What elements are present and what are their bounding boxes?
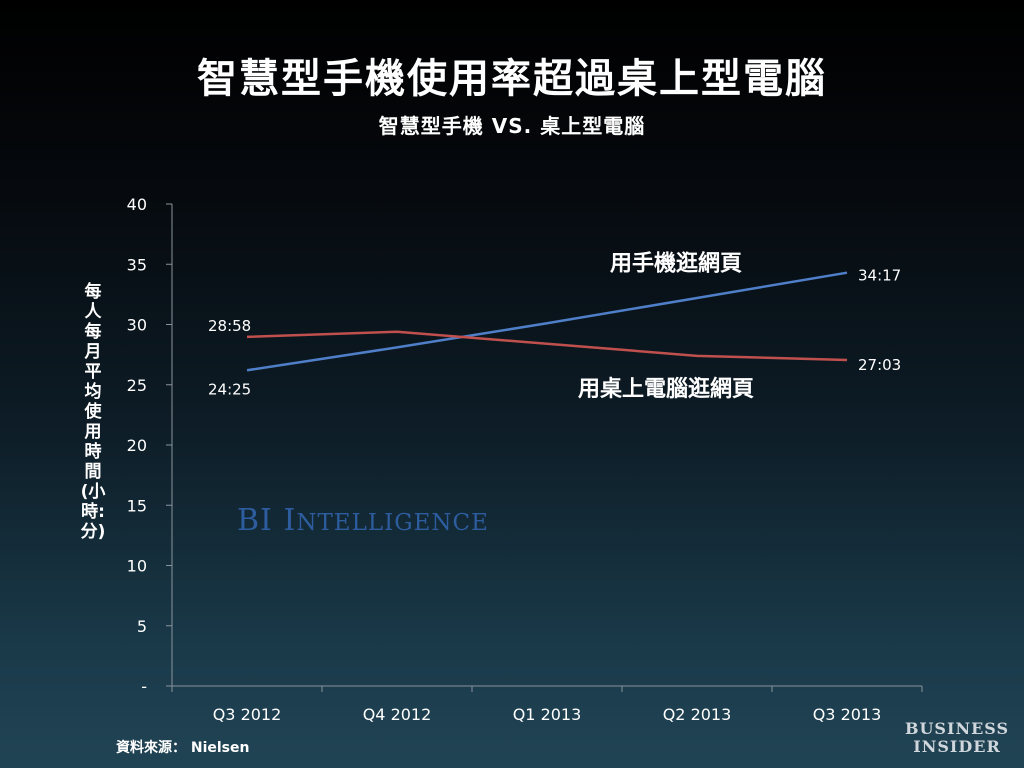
y-tick-label: - bbox=[141, 677, 147, 696]
y-axis-label: 每人每月平均使用時間(小時:分) bbox=[80, 282, 106, 542]
y-tick-label: 15 bbox=[127, 496, 147, 515]
x-tick-label: Q1 2013 bbox=[513, 705, 582, 724]
x-tick-label: Q4 2012 bbox=[363, 705, 432, 724]
y-tick-label: 20 bbox=[127, 436, 147, 455]
bi-intelligence-logo: BI INTELLIGENCE bbox=[237, 503, 489, 538]
axes bbox=[171, 204, 922, 687]
data-label-end: 27:03 bbox=[858, 356, 901, 374]
brand-line2: INSIDER bbox=[913, 737, 1001, 756]
series-name-label: 用手機逛網頁 bbox=[610, 251, 742, 277]
data-labels: 用手機逛網頁 24:25 34:17 用桌上電腦逛網頁 28:58 27:03 bbox=[208, 251, 901, 402]
y-tick-label: 25 bbox=[127, 376, 147, 395]
data-label-end: 34:17 bbox=[858, 267, 901, 285]
y-tick-label: 5 bbox=[137, 617, 147, 636]
data-label-start: 28:58 bbox=[208, 317, 251, 335]
source-note: 資料來源： Nielsen bbox=[116, 740, 250, 756]
x-tick-label: Q2 2013 bbox=[663, 705, 732, 724]
y-tick-label: 40 bbox=[127, 195, 147, 214]
y-tick-label: 10 bbox=[127, 557, 147, 576]
y-ticks: - 5 10 15 20 25 30 35 40 bbox=[127, 195, 172, 696]
logo-bi-text: BI bbox=[237, 503, 273, 538]
chart-subtitle: 智慧型手機 VS. 桌上型電腦 bbox=[378, 114, 646, 138]
series-line-1 bbox=[246, 330, 848, 362]
series-lines bbox=[246, 271, 848, 372]
x-ticks: Q3 2012 Q4 2012 Q1 2013 Q2 2013 Q3 2013 bbox=[171, 686, 923, 724]
logo-intel-first: I bbox=[283, 503, 297, 538]
x-tick-label: Q3 2013 bbox=[813, 705, 882, 724]
business-insider-logo: BUSINESS INSIDER bbox=[896, 720, 1018, 756]
brand-line1: BUSINESS bbox=[904, 719, 1010, 738]
series-name-label: 用桌上電腦逛網頁 bbox=[578, 376, 754, 402]
chart-title: 智慧型手機使用率超過桌上型電腦 bbox=[197, 56, 827, 102]
series-line-0 bbox=[246, 271, 848, 372]
logo-intel-rest: NTELLIGENCE bbox=[296, 510, 489, 536]
y-tick-label: 35 bbox=[127, 255, 147, 274]
y-tick-label: 30 bbox=[127, 316, 147, 335]
data-label-start: 24:25 bbox=[208, 380, 251, 398]
x-tick-label: Q3 2012 bbox=[213, 705, 282, 724]
